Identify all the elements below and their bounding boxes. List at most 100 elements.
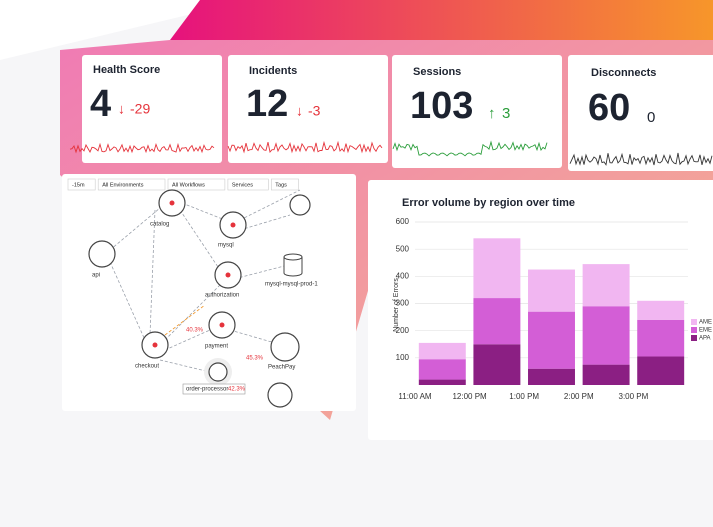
card[interactable]: Disconnects 60 0 [568, 55, 713, 171]
banner [170, 0, 713, 40]
bar-segment [637, 356, 685, 385]
bar-segment [418, 379, 466, 385]
card-bg [228, 55, 388, 163]
edge-label: 45.3% [246, 356, 264, 362]
node-label: mysql-mysql-prod-1 [265, 282, 318, 288]
node-dot [219, 322, 225, 328]
bar-segment [582, 306, 630, 365]
x-tick-label: 11:00 AM [398, 392, 432, 401]
y-tick-label: 200 [396, 326, 410, 335]
down-arrow: ↓ [296, 103, 303, 119]
node[interactable] [289, 194, 311, 216]
card[interactable]: Sessions 103 ↑ 3 [392, 55, 562, 168]
filter-bar: -15m All Environments All Workflows Service… [67, 178, 299, 191]
bar-segment [582, 364, 630, 385]
chart-title: Error volume by region over time [402, 197, 575, 209]
y-tick-label: 500 [396, 244, 410, 253]
card-delta: -3 [308, 103, 321, 119]
node-label: order-processor [186, 387, 228, 393]
bar-segment [637, 319, 685, 357]
hot-edge [164, 304, 206, 336]
filter-label: Tags [275, 182, 287, 188]
bar-segment [473, 238, 521, 299]
service-map[interactable]: -15m All Environments All Workflows Service… [62, 174, 356, 411]
node-label: checkout [135, 364, 159, 370]
bar-segment [637, 300, 685, 320]
x-tick-label: 3:00 PM [619, 392, 649, 401]
y-tick-label: 100 [396, 353, 410, 362]
bar-segment [418, 359, 466, 380]
filter[interactable] [97, 178, 166, 191]
card-value: 60 [588, 87, 630, 129]
card-title: Incidents [249, 65, 297, 77]
bar-segment [528, 311, 575, 369]
up-arrow: ↑ [488, 105, 496, 122]
card-value: 4 [90, 83, 111, 125]
node[interactable] [208, 362, 228, 382]
legend-swatch [691, 335, 697, 341]
bar-segment [473, 344, 521, 385]
node[interactable] [88, 240, 116, 268]
sparkline [569, 152, 713, 166]
sparkline [227, 140, 383, 154]
x-tick-label: 1:00 PM [509, 392, 539, 401]
card-value: 103 [410, 85, 473, 127]
legend-label: EME [699, 328, 712, 334]
y-tick-label: 300 [396, 299, 410, 308]
node-label: PeachPay [268, 365, 295, 371]
chart: 100 200 300 400 500 600 11:00 AM 12:00 PM 1:00 P… [396, 217, 712, 401]
node-label: api [92, 273, 100, 279]
down-arrow: ↓ [118, 101, 125, 117]
filter-label: All Workflows [172, 182, 205, 188]
legend-label: APA [699, 336, 711, 342]
legend-swatch [691, 319, 697, 325]
card-bg [568, 55, 713, 171]
bar-segment [418, 342, 466, 360]
legend-label: AME [699, 320, 712, 326]
bar-segment [528, 368, 575, 385]
node-label: mysql [218, 243, 234, 249]
x-tick-label: 12:00 PM [452, 392, 487, 401]
edge-label: 40.3% [186, 328, 204, 334]
edge-label: 42.3% [228, 387, 246, 393]
y-tick-label: 600 [396, 217, 410, 226]
node-dot [152, 342, 158, 348]
x-tick-label: 2:00 PM [564, 392, 594, 401]
filter-label: All Environments [102, 182, 144, 188]
card[interactable]: Health Score 4 ↓ -29 [82, 55, 222, 163]
filter[interactable] [227, 178, 269, 191]
filter-label: Services [232, 182, 253, 188]
bar-segment [582, 264, 630, 307]
card-title: Disconnects [591, 67, 656, 79]
node-dot [225, 272, 231, 278]
node-dot [169, 200, 175, 206]
y-axis-label: Number of Errors [393, 278, 400, 332]
card-bg [392, 55, 562, 168]
bar-segment [528, 269, 575, 312]
db-node[interactable] [283, 253, 303, 277]
filter[interactable] [270, 178, 299, 191]
node-label: catalog [150, 222, 169, 228]
card[interactable]: Incidents 12 ↓ -3 [228, 55, 388, 163]
card-title: Health Score [93, 64, 160, 76]
legend-swatch [691, 327, 697, 333]
filter-label: -15m [72, 182, 85, 188]
badge [182, 383, 246, 395]
card-delta: -29 [130, 101, 150, 117]
edges [109, 189, 301, 373]
card-delta: 3 [502, 105, 510, 122]
filter[interactable] [167, 178, 226, 191]
card-delta: 0 [647, 109, 655, 126]
y-tick-label: 400 [396, 271, 410, 280]
sparkline [69, 142, 215, 154]
node[interactable] [270, 332, 300, 362]
bar-segment [473, 298, 521, 345]
node-dot [230, 222, 236, 228]
node[interactable] [267, 382, 293, 408]
node-label: authorization [205, 293, 239, 299]
filter[interactable] [67, 178, 96, 191]
card-title: Sessions [413, 66, 461, 78]
card-value: 12 [246, 83, 288, 125]
